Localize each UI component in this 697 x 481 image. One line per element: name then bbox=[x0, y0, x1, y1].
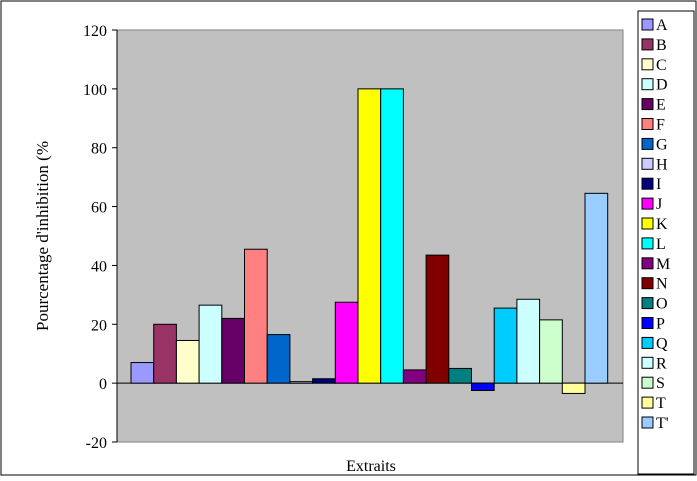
legend-label: C bbox=[656, 57, 667, 74]
y-tick-label: 40 bbox=[91, 258, 107, 275]
legend-label: F bbox=[656, 117, 665, 134]
legend-swatch bbox=[641, 297, 654, 310]
legend-label: D bbox=[656, 77, 668, 94]
legend-swatch bbox=[641, 98, 654, 111]
legend-label: P bbox=[656, 316, 665, 333]
legend-label: J bbox=[656, 196, 662, 213]
legend-swatch bbox=[641, 336, 654, 349]
y-tick-label: 20 bbox=[91, 317, 107, 334]
bar-g bbox=[266, 334, 291, 384]
legend-swatch bbox=[641, 376, 654, 389]
y-tick-label: 80 bbox=[91, 141, 107, 158]
bar-t bbox=[561, 382, 586, 394]
legend-label: H bbox=[656, 156, 668, 173]
bar-s bbox=[539, 319, 563, 384]
bar-tprime bbox=[584, 192, 609, 384]
y-tick-label: 120 bbox=[83, 23, 107, 40]
legend-swatch bbox=[641, 177, 654, 190]
legend-swatch bbox=[641, 257, 654, 270]
legend-label: T bbox=[656, 395, 666, 412]
bar-p bbox=[471, 382, 495, 391]
legend-swatch bbox=[641, 317, 654, 329]
legend-label: N bbox=[656, 276, 668, 293]
bar-l bbox=[380, 88, 404, 384]
legend-label: O bbox=[656, 296, 668, 313]
x-axis-title: Extraits bbox=[346, 458, 396, 475]
legend-swatch bbox=[641, 157, 654, 170]
legend-swatch bbox=[641, 416, 654, 429]
bars bbox=[130, 88, 609, 394]
bar-d bbox=[198, 304, 223, 384]
legend-label: B bbox=[656, 37, 667, 54]
bar-c bbox=[175, 339, 200, 384]
legend-label: Q bbox=[656, 335, 668, 352]
legend-swatch bbox=[641, 78, 654, 91]
y-tick-label: 100 bbox=[83, 82, 107, 99]
legend-swatch bbox=[641, 118, 654, 130]
legend-label: I bbox=[656, 176, 661, 193]
bar-f bbox=[244, 248, 268, 384]
legend-swatch bbox=[641, 396, 654, 409]
legend-swatch bbox=[641, 356, 654, 369]
legend-label: R bbox=[656, 355, 667, 372]
bar-j bbox=[334, 301, 359, 384]
legend-label: L bbox=[656, 236, 666, 253]
legend-label: A bbox=[656, 17, 668, 34]
bar-a bbox=[130, 362, 155, 384]
legend-swatch bbox=[641, 38, 654, 51]
y-tick-label: 60 bbox=[91, 200, 107, 217]
bar-b bbox=[153, 323, 177, 384]
bar-n bbox=[425, 254, 450, 384]
bar-e bbox=[221, 317, 246, 384]
bar-r bbox=[516, 298, 541, 384]
legend-label: G bbox=[656, 136, 668, 153]
legend-swatch bbox=[641, 277, 654, 290]
y-tick-label: 0 bbox=[99, 376, 107, 393]
legend-swatch bbox=[641, 137, 654, 150]
bar-i bbox=[312, 378, 336, 384]
bar-o bbox=[448, 367, 472, 384]
legend-label: T' bbox=[656, 415, 669, 432]
legend-label: K bbox=[656, 216, 668, 233]
legend-label: M bbox=[656, 256, 670, 273]
legend-swatch bbox=[641, 18, 654, 31]
legend-swatch bbox=[641, 217, 654, 230]
legend-swatch bbox=[641, 197, 654, 210]
legend-label: E bbox=[656, 97, 666, 114]
bar-q bbox=[493, 307, 518, 384]
legend-swatch bbox=[641, 237, 654, 250]
bar-k bbox=[357, 88, 382, 384]
y-tick-label: -20 bbox=[86, 435, 107, 452]
legend-label: S bbox=[656, 375, 665, 392]
bar-m bbox=[402, 369, 427, 384]
legend-swatch bbox=[641, 58, 654, 71]
y-axis-title: Pourcentage d'inhibition (% bbox=[33, 141, 52, 331]
bar-h bbox=[289, 381, 314, 384]
